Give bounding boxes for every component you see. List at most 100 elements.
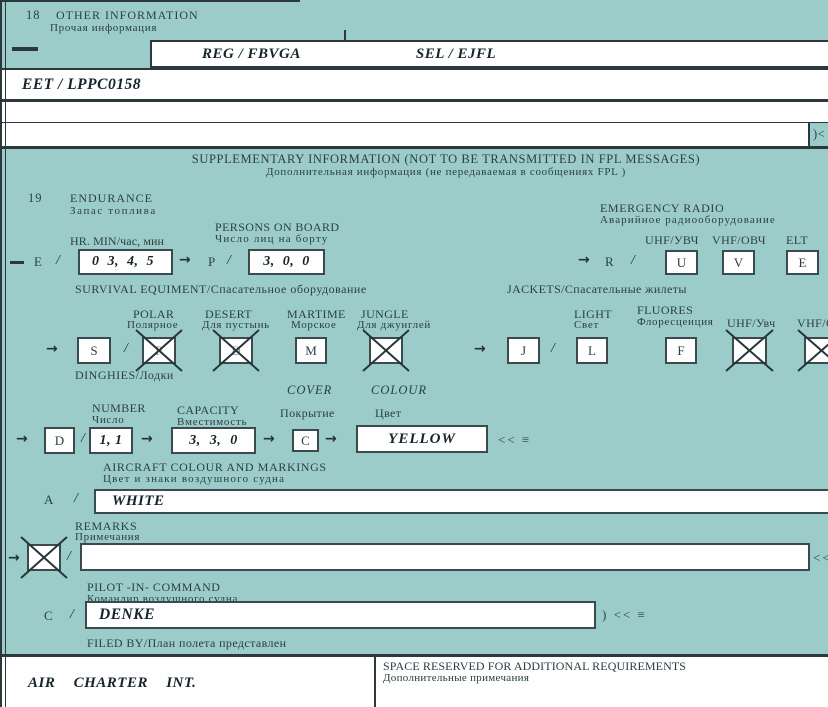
- sel-value: SEL / EJFL: [415, 45, 497, 62]
- dinghies-label: DINGHIES/Лодки: [75, 368, 174, 382]
- dinghies-capacity-input[interactable]: 3, 3, 0: [171, 427, 256, 454]
- dinghies-capacity-value: 3, 3, 0: [189, 432, 238, 448]
- item19-number: 19: [28, 191, 43, 205]
- filed-by-value: AIR CHARTER INT.: [28, 675, 197, 691]
- supplementary-title-ru: Дополнительная информация (не передаваем…: [266, 166, 626, 178]
- left-border-line: [0, 0, 2, 707]
- desert-checkbox[interactable]: D: [219, 337, 253, 364]
- maritime-checkbox[interactable]: M: [295, 337, 327, 364]
- arrow-icon: →: [46, 341, 58, 357]
- radio-uhf-checkbox[interactable]: U: [665, 250, 698, 275]
- arrow-icon: →: [263, 431, 275, 447]
- jackets-label: JACKETS/Спасательные жилеты: [507, 282, 687, 296]
- arrow-icon: →: [179, 252, 191, 268]
- desert-value: D: [231, 342, 241, 358]
- maritime-value: M: [305, 342, 317, 358]
- jungle-checkbox[interactable]: [369, 337, 403, 364]
- dinghies-number-value: 1, 1: [99, 432, 123, 448]
- dinghies-prefix-value: D: [54, 432, 65, 448]
- jackets-slash: /: [551, 341, 555, 356]
- remarks-input[interactable]: [80, 543, 810, 571]
- jungle-label: JUNGLE: [361, 307, 409, 321]
- number-label-ru: Число: [92, 414, 125, 426]
- survival-prefix-value: S: [90, 342, 98, 358]
- persons-label-ru: Число лиц на борту: [215, 233, 329, 245]
- field-divider-tick: [344, 30, 346, 41]
- number-label: NUMBER: [92, 401, 146, 415]
- jackets-indicator-box[interactable]: J: [507, 337, 540, 364]
- arrow-icon: →: [8, 550, 20, 566]
- vhf-column-label: VHF/ОВЧ: [712, 233, 767, 247]
- remarks-slash: /: [67, 549, 71, 564]
- desert-label: DESERT: [205, 307, 253, 321]
- elt-column-label: ELT: [786, 233, 809, 247]
- dinghies-cover-value: C: [301, 432, 310, 448]
- footer-divider-line: [374, 657, 376, 707]
- reg-row-bottom-line: [0, 68, 828, 70]
- jackets-uhf-checkbox[interactable]: [732, 337, 767, 364]
- dinghies-cover-checkbox[interactable]: C: [292, 429, 319, 452]
- left-inner-line: [5, 0, 6, 707]
- endurance-label: ENDURANCE: [70, 191, 153, 205]
- jungle-label-ru: Для джунглей: [357, 319, 431, 331]
- radio-vhf-checkbox[interactable]: V: [722, 250, 755, 275]
- light-label-ru: Свет: [574, 319, 599, 331]
- radio-uhf-value: U: [676, 254, 687, 270]
- aircraft-colour-value: WHITE: [112, 493, 165, 509]
- cross-out-icon: [21, 537, 67, 578]
- uhf-column-label: UHF/УВЧ: [645, 233, 699, 247]
- continuation-row-2[interactable]: [2, 123, 810, 146]
- dash-icon: [12, 47, 38, 51]
- endurance-input[interactable]: 0 3, 4, 5: [78, 249, 173, 275]
- remarks-checkbox[interactable]: [27, 544, 61, 571]
- capacity-label-ru: Вместимость: [177, 416, 248, 428]
- light-label: LIGHT: [574, 307, 612, 321]
- eet-entry-row[interactable]: EET / LPPC0158: [2, 70, 828, 99]
- survival-indicator-box[interactable]: S: [77, 337, 111, 364]
- radio-prefix: R: [605, 254, 615, 269]
- emergency-radio-label-ru: Аварийное радиооборудование: [600, 214, 776, 226]
- continuation-row-1[interactable]: [2, 102, 828, 122]
- jackets-uhf-label: UHF/Увч: [727, 316, 776, 330]
- endurance-prefix: E: [34, 254, 43, 269]
- radio-vhf-value: V: [733, 254, 744, 270]
- dinghies-slash: /: [81, 431, 85, 446]
- aircraft-colour-input[interactable]: WHITE: [94, 489, 828, 514]
- radio-slash: /: [631, 253, 635, 268]
- emergency-radio-label: EMERGENCY RADIO: [600, 201, 725, 215]
- jackets-vhf-checkbox[interactable]: [804, 337, 828, 364]
- aircraft-colour-label-ru: Цвет и знаки воздушного судна: [103, 473, 286, 485]
- dinghies-number-input[interactable]: 1, 1: [89, 427, 133, 454]
- filed-by-cell[interactable]: AIR CHARTER INT.: [2, 657, 374, 707]
- pic-slash: /: [70, 607, 74, 622]
- aircraft-prefix: A: [44, 492, 54, 507]
- footer-top-line: [0, 654, 828, 657]
- radio-elt-value: E: [798, 254, 807, 270]
- endurance-unit-label: HR. MIN/час, мин: [70, 234, 165, 248]
- persons-label: PERSONS ON BOARD: [215, 220, 340, 234]
- persons-input[interactable]: 3, 0, 0: [248, 249, 325, 275]
- cross-out-icon: [726, 330, 773, 371]
- persons-slash: /: [227, 253, 231, 268]
- arrow-icon: →: [16, 431, 28, 447]
- other-information-entry-box[interactable]: REG / FBVGA SEL / EJFL: [150, 40, 828, 68]
- cross-out-icon: [798, 330, 828, 371]
- polar-checkbox[interactable]: P: [142, 337, 176, 364]
- continuation-end-marker: )<: [813, 127, 826, 141]
- pic-input[interactable]: DENKE: [85, 601, 596, 629]
- endurance-label-ru: Запас топлива: [70, 205, 157, 217]
- item18-title: OTHER INFORMATION: [56, 8, 199, 22]
- light-value: L: [588, 342, 596, 358]
- arrow-icon: →: [141, 431, 153, 447]
- arrow-icon: →: [578, 252, 590, 268]
- light-checkbox[interactable]: L: [576, 337, 608, 364]
- radio-elt-checkbox[interactable]: E: [786, 250, 819, 275]
- polar-label-ru: Полярное: [127, 319, 179, 331]
- endurance-dash-icon: [10, 261, 24, 264]
- top-border-line: [0, 0, 300, 2]
- space-reserved-cell[interactable]: SPACE RESERVED FOR ADDITIONAL REQUIREMEN…: [376, 657, 828, 707]
- dinghies-colour-input[interactable]: YELLOW: [356, 425, 488, 453]
- fluores-checkbox[interactable]: F: [665, 337, 697, 364]
- dinghies-indicator-box[interactable]: D: [44, 427, 75, 454]
